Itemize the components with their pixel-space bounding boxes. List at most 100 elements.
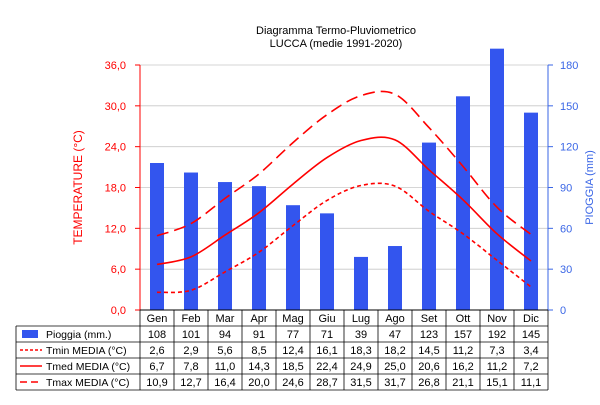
tmin-line — [156, 182, 532, 294]
table-cell: 157 — [454, 329, 472, 341]
table-cell: 20,6 — [418, 361, 439, 373]
rain-bar — [354, 256, 368, 310]
table-cell: 28,7 — [316, 377, 337, 389]
category-label: Set — [421, 313, 438, 325]
table-cell: 14,5 — [418, 345, 439, 357]
tmed-line — [156, 136, 532, 266]
y-right-tick-label: 30 — [560, 264, 572, 276]
legend-label: Tmed MEDIA (°C) — [46, 361, 130, 373]
chart-title: Diagramma Termo-Pluviometrico — [256, 25, 416, 37]
legend-label: Pioggia (mm.) — [46, 329, 111, 341]
table-cell: 91 — [253, 329, 265, 341]
table-cell: 8,5 — [251, 345, 266, 357]
table-cell: 108 — [148, 329, 166, 341]
y-right-tick-label: 0 — [560, 305, 566, 317]
legend-label: Tmin MEDIA (°C) — [46, 345, 127, 357]
y-left-tick-label: 36,0 — [105, 60, 126, 72]
category-label: Dic — [523, 313, 539, 325]
table-cell: 5,6 — [217, 345, 232, 357]
table-cell: 11,2 — [487, 361, 508, 373]
y-left-tick-label: 6,0 — [111, 264, 126, 276]
table-cell: 7,8 — [183, 361, 198, 373]
y-right-tick-label: 120 — [560, 142, 578, 154]
table-cell: 18,2 — [384, 345, 405, 357]
rain-bar — [524, 112, 538, 310]
table-cell: 12,4 — [282, 345, 303, 357]
table-cell: 31,7 — [384, 377, 405, 389]
table-cell: 24,6 — [282, 377, 303, 389]
table-cell: 94 — [219, 329, 231, 341]
tmax-line — [156, 90, 532, 237]
category-label: Giu — [318, 313, 335, 325]
table-cell: 101 — [182, 329, 200, 341]
rain-bar — [286, 205, 300, 310]
y-right-tick-label: 150 — [560, 101, 578, 113]
table-cell: 18,3 — [350, 345, 371, 357]
y-left-tick-label: 30,0 — [105, 101, 126, 113]
table-cell: 11,0 — [215, 361, 236, 373]
table-cell: 2,6 — [149, 345, 164, 357]
table-cell: 77 — [287, 329, 299, 341]
rain-bar — [218, 182, 232, 310]
table-cell: 39 — [355, 329, 367, 341]
category-label: Mag — [282, 313, 303, 325]
category-label: Mar — [216, 313, 235, 325]
table-cell: 21,1 — [452, 377, 473, 389]
table-cell: 22,4 — [316, 361, 337, 373]
table-cell: 31,5 — [350, 377, 371, 389]
category-label: Ott — [456, 313, 471, 325]
category-label: Nov — [487, 313, 507, 325]
table-cell: 7,2 — [523, 361, 538, 373]
rain-bar — [320, 213, 334, 310]
rain-bar — [422, 142, 436, 310]
rain-bar — [490, 48, 504, 311]
table-cell: 15,1 — [486, 377, 507, 389]
y-left-tick-label: 18,0 — [105, 183, 126, 195]
table-cell: 7,3 — [489, 345, 504, 357]
table-cell: 14,3 — [248, 361, 269, 373]
y-right-axis-title: PIOGGIA (mm) — [584, 150, 596, 225]
table-cell: 18,5 — [282, 361, 303, 373]
category-label: Feb — [182, 313, 201, 325]
table-cell: 192 — [488, 329, 506, 341]
table-cell: 25,0 — [384, 361, 405, 373]
table-cell: 12,7 — [180, 377, 201, 389]
table-cell: 26,8 — [418, 377, 439, 389]
table-cell: 20,0 — [248, 377, 269, 389]
category-label: Ago — [385, 313, 405, 325]
gridlines — [140, 64, 548, 270]
legend-label: Tmax MEDIA (°C) — [46, 377, 130, 389]
table-cell: 6,7 — [149, 361, 164, 373]
table-cell: 16,2 — [452, 361, 473, 373]
rain-bar — [184, 172, 198, 310]
table-cell: 3,4 — [523, 345, 538, 357]
legend-swatch-rain — [22, 330, 38, 338]
category-label: Gen — [147, 313, 168, 325]
table-cell: 24,9 — [350, 361, 371, 373]
table-cell: 71 — [321, 329, 333, 341]
table-cell: 47 — [389, 329, 401, 341]
y-left-tick-label: 0,0 — [111, 305, 126, 317]
table-cell: 16,1 — [316, 345, 337, 357]
data-table: Gen Feb Mar Apr Mag Giu Lug Ago Set Ott Nov Dic Piog… — [15, 310, 549, 391]
table-cell: 145 — [522, 329, 540, 341]
rain-bar — [388, 246, 402, 310]
y-left-tick-label: 24,0 — [105, 142, 126, 154]
table-cell: 10,9 — [146, 377, 167, 389]
rain-bar — [150, 163, 164, 310]
axes: 0,0 6,0 12,0 18,0 24,0 30,0 36,0 0 30 60 90 120 150 1… — [71, 60, 596, 317]
table-cell: 123 — [420, 329, 438, 341]
table-cell: 11,2 — [453, 345, 474, 357]
table-cell: 11,1 — [521, 377, 542, 389]
rain-bars — [150, 48, 538, 311]
y-left-tick-label: 12,0 — [105, 223, 126, 235]
category-label: Apr — [250, 313, 267, 325]
table-cell: 2,9 — [183, 345, 198, 357]
table-cell: 16,4 — [214, 377, 235, 389]
chart-subtitle: LUCCA (medie 1991-2020) — [270, 38, 403, 50]
rain-bar — [456, 96, 470, 310]
temperature-lines — [156, 90, 532, 294]
rain-bar — [252, 186, 266, 310]
